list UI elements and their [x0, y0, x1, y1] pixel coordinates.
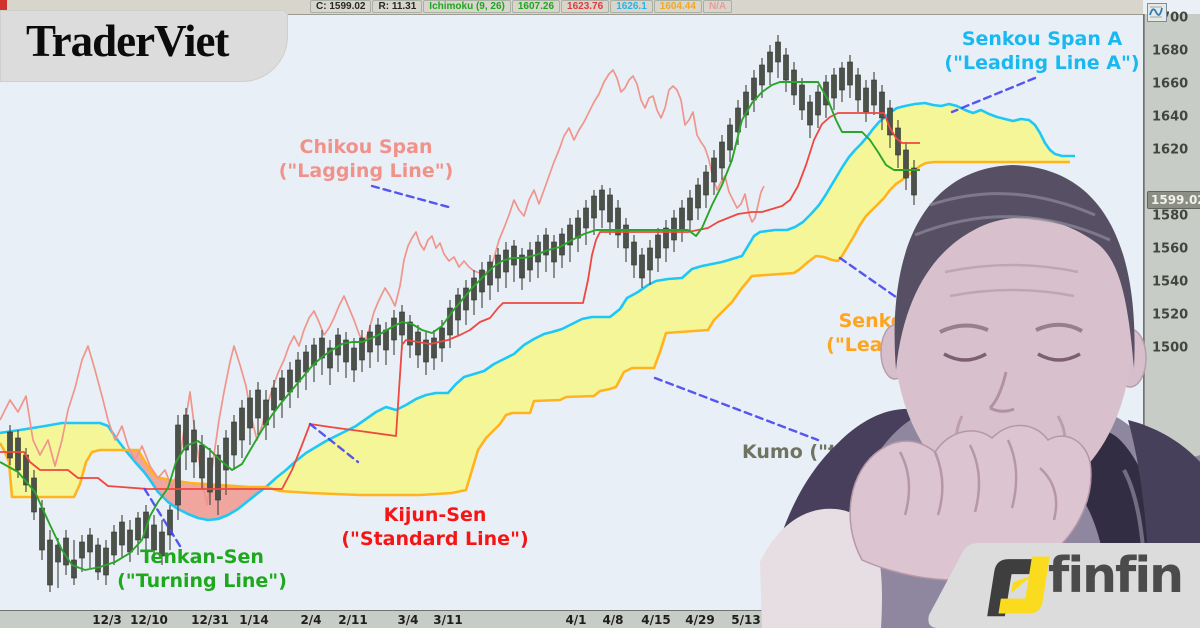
- price-tick: 1540: [1152, 274, 1189, 290]
- readout-segment: 1604.44: [653, 0, 702, 13]
- date-tick: 4/1: [565, 613, 587, 627]
- price-axis: 1700 1680 1660 1640 1620 1580 1560 1540 1520 1500…: [1144, 11, 1200, 610]
- date-tick: 3/11: [433, 613, 463, 627]
- price-tick: 1560: [1152, 241, 1189, 257]
- price-tick: 1580: [1152, 208, 1189, 224]
- traderviet-logo: TraderViet: [0, 10, 288, 82]
- readout-segment: 1626.1: [610, 0, 653, 13]
- date-tick: 4/8: [602, 613, 624, 627]
- date-axis: 12/3 12/10 12/31 1/14 2/4 2/11 3/4 3/11 4/1 4/8 4/…: [0, 610, 1200, 628]
- date-tick: 2/4: [300, 613, 322, 627]
- date-tick: 4/15: [641, 613, 671, 627]
- readout-segment: N/A: [702, 0, 733, 13]
- date-tick: 12/3: [92, 613, 122, 627]
- red-corner-marker: [0, 0, 7, 11]
- readout-segment: 1607.26: [511, 0, 561, 13]
- last-price-badge: 1599.02: [1147, 191, 1200, 209]
- price-tick: 1640: [1152, 109, 1189, 125]
- price-tick: 1680: [1152, 43, 1189, 59]
- finfin-wordmark: finfin: [1048, 547, 1184, 604]
- date-tick: 12/31: [191, 613, 229, 627]
- chart-plot-area[interactable]: [0, 14, 1144, 609]
- price-tick: 1620: [1152, 142, 1189, 158]
- line-chart-icon[interactable]: [1147, 3, 1167, 22]
- date-tick: 1/14: [239, 613, 269, 627]
- date-tick: 4/29: [685, 613, 715, 627]
- date-tick: 12/10: [130, 613, 168, 627]
- price-tick: 1660: [1152, 76, 1189, 92]
- readout-segment: 1623.76: [561, 0, 610, 13]
- date-tick: 3/4: [397, 613, 419, 627]
- traderviet-wordmark: TraderViet: [26, 16, 229, 66]
- price-tick: 1500: [1152, 340, 1189, 356]
- readout-segment: C: 1599.02: [310, 0, 372, 13]
- price-tick: 1520: [1152, 307, 1189, 323]
- indicator-readouts: C: 1599.02 R: 11.31 Ichimoku (9, 26) 1607.2…: [310, 0, 733, 13]
- date-tick: 5/13: [731, 613, 761, 627]
- readout-segment: R: 11.31: [372, 0, 423, 13]
- readout-segment: Ichimoku (9, 26): [423, 0, 511, 13]
- date-tick: 2/11: [338, 613, 368, 627]
